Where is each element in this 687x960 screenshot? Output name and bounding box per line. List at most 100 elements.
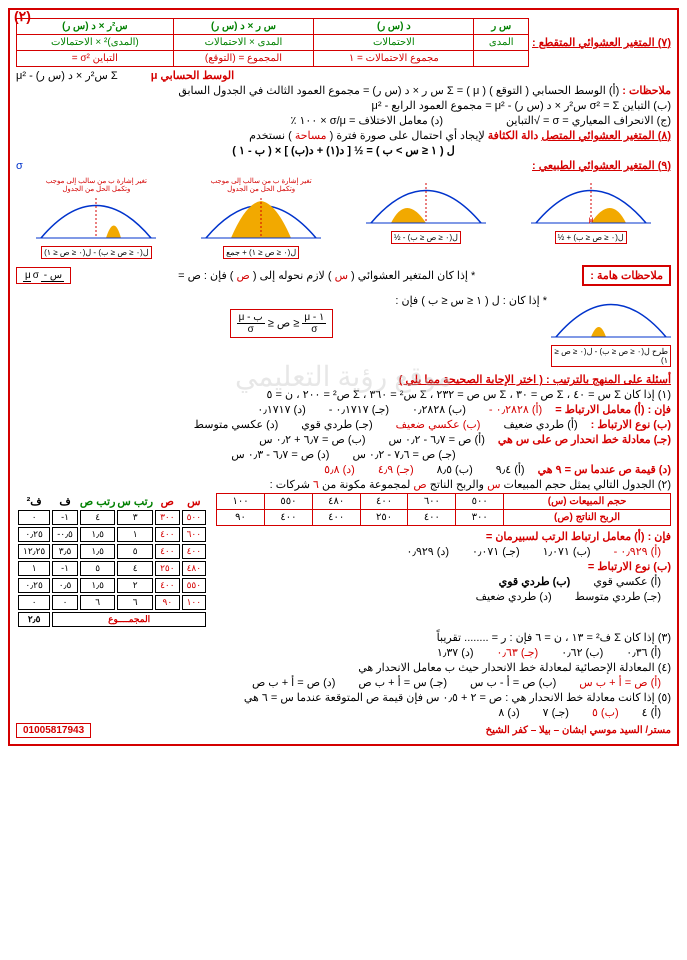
t05: ٥٥٠ [264, 494, 312, 510]
note-a: (أ) الوسط الحسابي ( التوقع ) ( μ ) = Σ س… [178, 84, 619, 97]
q1a-row: فإن : (أ) معامل الارتباط = (أ) ٠٫٢٨٢٨ - … [16, 403, 671, 416]
rank-cell: ٤٠٠ [155, 527, 180, 542]
t02: ٦٠٠ [408, 494, 456, 510]
r3end: Σ س²ر × د (س ر) - μ² [16, 69, 118, 82]
q1c-o2: (جـ) ص = ٧٫٦ - ٠٫٢ س [352, 448, 455, 461]
r3c0 [474, 51, 529, 67]
rank-cell: ١٠٠ [182, 595, 207, 610]
q4o3: (د) ص = أ + ب ص [252, 676, 335, 689]
q2-ranks-table: س ص رتب س رتب ص ف ف² ٥٠٠٣٠٠٣٤١-٠٦٠٠٤٠٠١١… [16, 493, 208, 629]
note-cd-row: (ج) الانحراف المعياري = σ = √التباين (د)… [16, 114, 671, 127]
s9-title: (٩) المتغير العشوائي الطبيعي : [532, 159, 671, 172]
footer: مستر/ السيد موسي ابشان – بيلا – كفر الشي… [16, 723, 671, 738]
c3b: ل(٠ ≤ ص ≤ ١) + جمع [223, 246, 299, 259]
rank-cell: ٦ [80, 595, 116, 610]
rank-cell: ٣٫٥ [52, 544, 78, 559]
q2-title-row: (٢) الجدول التالي يمثل حجم المبيعات س وا… [16, 478, 671, 491]
note-d: (د) معامل الاختلاف = σ/μ × ١٠٠ ٪ [291, 114, 444, 127]
page-number: (٢) [14, 8, 31, 25]
rank-cell: ٢٥٠ [155, 561, 180, 576]
svg-text:μ: μ [588, 215, 593, 224]
c4-boxes: ل(٠ ≤ ص ≤ ب) - ل(٠ ≤ ص ≤ ١) [36, 246, 156, 259]
q4-text: (٤) المعادلة الإحصائية لمعادلة خط الانحد… [358, 661, 671, 674]
t01: ٥٠٠ [456, 494, 504, 510]
rank-cell: ٤ [117, 561, 153, 576]
q1d-lbl: (د) قيمة ص عندما س = ٩ هي [538, 463, 671, 476]
r2c3: (المدى)² × الاحتمالات [17, 35, 174, 51]
rank-cell: ٤٠٠ [155, 544, 180, 559]
imp-formula: ١ - μσ ≤ ص ≤ ب - μσ [230, 309, 334, 338]
rh3: رتب ص [80, 495, 116, 508]
rank-cell: ٠٫٥ [52, 578, 78, 593]
q1a-o2: (جـ) ٠٫١٧١٧ - [329, 403, 389, 416]
q5-row: (٥) إذا كانت معادلة خط الانحدار هي : ص =… [16, 691, 671, 704]
note-b-row: (ب) التباين σ² = Σ س²ر × د (س ر) - μ² = … [16, 99, 671, 112]
q1a-o1: (ب) ٠٫٢٨٢٨ [412, 403, 466, 416]
section7-row: (٧) المتغير العشوائي المتقطع : س ر د (س … [16, 18, 671, 67]
q2b-opts1: (أ) عكسي قوي (ب) طردي قوي [216, 575, 671, 588]
s8-row: (٨) المتغير العشوائي المتصل دالة الكثافة… [16, 129, 671, 142]
t04: ٤٨٠ [312, 494, 360, 510]
phone: 01005817943 [16, 723, 91, 738]
bell-5 [551, 292, 671, 342]
q2a-row: فإن : (أ) معامل ارتباط الرتب لسبيرمان = [216, 530, 671, 543]
rank-cell: ٦ [117, 595, 153, 610]
q2ao3: (د) ٠٫٩٢٩ [407, 545, 450, 558]
rank-cell: ٠ [52, 595, 78, 610]
t16: ٩٠ [217, 510, 265, 526]
sumlbl: المجمــــوع [52, 612, 206, 627]
s7-title: (٧) المتغير العشوائي المتقطع : [532, 36, 671, 49]
q4o2: (جـ) س = أ + ب ص [358, 676, 447, 689]
q1c-row: (جـ) معادلة خط انحدار ص على س هي (أ) ص =… [16, 433, 671, 446]
q1d-row: (د) قيمة ص عندما س = ٩ هي (أ) ٩٫٤ (ب) ٨٫… [16, 463, 671, 476]
h3: س²ر × د (س ر) [17, 19, 174, 35]
c1-boxes: ل(٠ ≤ ص ≤ ب) + ½ [531, 231, 651, 244]
t06: ١٠٠ [217, 494, 265, 510]
r2c0: المدى [474, 35, 529, 51]
q1a-lbl: فإن : (أ) معامل الارتباط = [555, 403, 671, 416]
mu: الوسط الحسابي μ [151, 69, 235, 82]
q4-row: (٤) المعادلة الإحصائية لمعادلة خط الانحد… [16, 661, 671, 674]
imp-line2: * إذا كان : ل ( ١ ≤ س ≤ ب ) فإن : [395, 294, 547, 307]
q1b-o1: (ب) عكسي ضعيف [396, 418, 481, 431]
s8-text: لإيجاد أي احتمال على صورة فترة ( مساحة )… [249, 129, 485, 142]
s9-title-row: (٩) المتغير العشوائي الطبيعي : σ [16, 159, 671, 172]
rank-cell: ١ [18, 561, 50, 576]
q5o2: (جـ) ٧ [543, 706, 569, 719]
rank-cell: ٥ [117, 544, 153, 559]
rank-cell: ١٫٥ [80, 544, 116, 559]
q1b-o3: (د) عكسي متوسط [194, 418, 279, 431]
t14: ٤٠٠ [312, 510, 360, 526]
imp-line1-text: * إذا كان المتغير العشوائي ( س ) لازم نح… [178, 269, 475, 282]
s7-table: س ر د (س ر) س ر × د (س ر) س²ر × د (س ر) … [16, 18, 529, 67]
rank-cell: ٦٠٠ [182, 527, 207, 542]
t11: ٣٠٠ [456, 510, 504, 526]
q5-opts: (أ) ٤ (ب) ٥ (جـ) ٧ (د) ٨ [16, 706, 671, 719]
q1c-o3: (د) ص = ٦٫٧ - ٠٫٣ س [231, 448, 329, 461]
q2bo2: (جـ) طردي متوسط [575, 590, 661, 603]
r2c2: المدى × الاحتمالات [173, 35, 314, 51]
curve-2: ل(٠ ≤ ص ≤ ب) - ½ [366, 178, 486, 259]
q2a-lbl: فإن : (أ) معامل ارتباط الرتب لسبيرمان = [486, 530, 671, 543]
notes-lbl: ملاحظات : [622, 84, 671, 97]
t10: الربح الناتج (ص) [504, 510, 671, 526]
q1d-o1: (ب) ٨٫٥ [437, 463, 473, 476]
q3-text: (٣) إذا كان Σ ف² = ١٣ ، ن = ٦ فإن : ر = … [437, 631, 671, 644]
q2b-opts2: (جـ) طردي متوسط (د) طردي ضعيف [216, 590, 671, 603]
q1c-row2: (جـ) ص = ٧٫٦ - ٠٫٢ س (د) ص = ٦٫٧ - ٠٫٣ س [16, 448, 671, 461]
c4-note: تغير إشارة ب من سالب إلى موجب وتكمل الحل… [36, 178, 156, 193]
rank-cell: ٠٫٢٥ [18, 527, 50, 542]
t0: حجم المبيعات (س) [504, 494, 671, 510]
q5-text: (٥) إذا كانت معادلة خط الانحدار هي : ص =… [244, 691, 671, 704]
rank-cell: ١- [52, 561, 78, 576]
t12: ٤٠٠ [408, 510, 456, 526]
imp-title: ملاحظات هامة : [582, 265, 671, 286]
rh0: س [182, 495, 207, 508]
q2ao1: (ب) ١٫٠٧١ [543, 545, 591, 558]
c1b: ل(٠ ≤ ص ≤ ب) + ½ [555, 231, 627, 244]
q2-tables-wrap: حجم المبيعات (س) ٥٠٠ ٦٠٠ ٤٠٠ ٤٨٠ ٥٥٠ ١٠٠… [16, 493, 671, 629]
q2-title: (٢) الجدول التالي يمثل حجم المبيعات س وا… [270, 478, 671, 491]
q2-main-table: حجم المبيعات (س) ٥٠٠ ٦٠٠ ٤٠٠ ٤٨٠ ٥٥٠ ١٠٠… [216, 493, 671, 526]
q1b-o2: (جـ) طردي قوي [301, 418, 372, 431]
q2bo3: (د) طردي ضعيف [476, 590, 552, 603]
